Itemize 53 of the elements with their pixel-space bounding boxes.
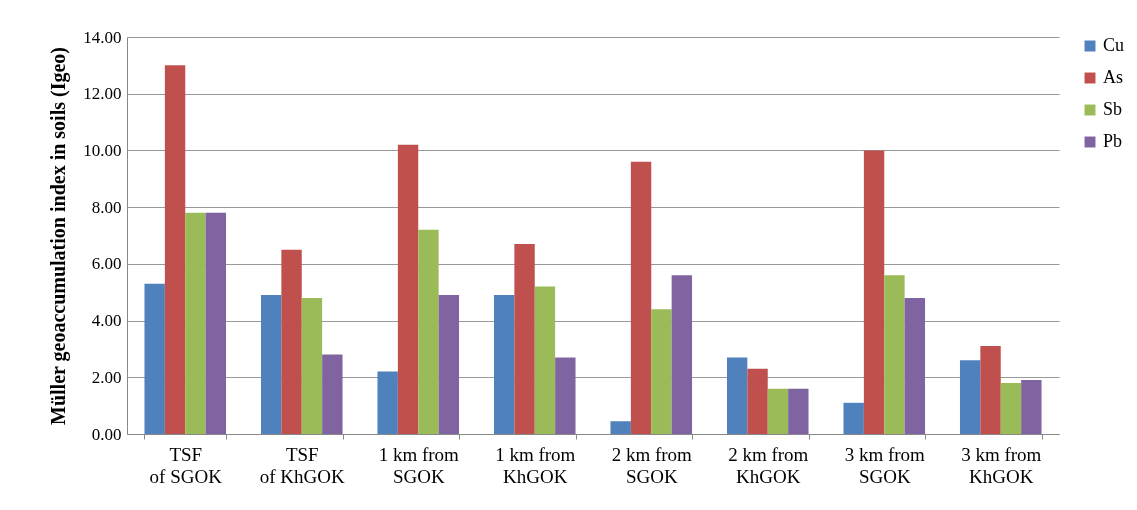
x-tick-label: 1 km from KhGOK [495, 443, 576, 487]
bar [514, 244, 535, 434]
x-tick-label: 3 km from SGOK [844, 443, 926, 487]
bar [301, 297, 323, 434]
bar [610, 421, 631, 434]
bar [1000, 382, 1022, 434]
bar [377, 371, 398, 434]
legend-label: As [1103, 67, 1124, 87]
x-tick-label: 2 km from KhGOK [728, 443, 809, 487]
bar [651, 309, 672, 434]
bar [164, 65, 186, 434]
bar [788, 388, 809, 434]
bar [884, 275, 905, 434]
bar [438, 295, 460, 434]
x-tick-label: TSF of SGOK [149, 443, 223, 487]
legend-label: Sb [1103, 99, 1123, 119]
y-tick-label: 8.00 [91, 197, 122, 217]
bar [1021, 380, 1042, 434]
bar [205, 212, 227, 434]
bar [281, 249, 302, 434]
x-tick-label: TSF of KhGOK [259, 443, 346, 487]
bar [322, 354, 343, 434]
bar [726, 357, 748, 434]
bar [959, 360, 981, 434]
legend-label: Cu [1103, 35, 1125, 55]
x-tick-label: 1 km from SGOK [378, 443, 460, 487]
y-tick-label: 12.00 [83, 84, 122, 104]
bar [397, 144, 419, 434]
bar [630, 161, 652, 434]
y-tick-label: 0.00 [91, 424, 122, 444]
bar [418, 229, 439, 434]
y-tick-label: 14.00 [83, 27, 122, 47]
x-tick-label: 2 km from SGOK [611, 443, 693, 487]
bar [144, 283, 165, 434]
y-tick-label: 4.00 [91, 311, 122, 331]
y-tick-label: 6.00 [91, 254, 122, 274]
bar [493, 295, 515, 434]
y-tick-label: 2.00 [91, 367, 122, 387]
x-tick-label: 3 km from KhGOK [961, 443, 1042, 487]
bar [260, 295, 282, 434]
bar [555, 357, 576, 434]
bar [863, 150, 885, 434]
legend-label: Pb [1103, 131, 1123, 151]
bar [747, 368, 768, 434]
y-axis-title: Müller geoaccumulation index in soils (Igeo) [47, 47, 71, 425]
y-tick-label: 10.00 [83, 140, 122, 160]
bar [904, 297, 926, 434]
bar [671, 275, 693, 434]
bar [843, 402, 864, 434]
bar [534, 286, 556, 434]
bar [185, 212, 206, 434]
bar [767, 388, 789, 434]
bar [980, 346, 1001, 434]
